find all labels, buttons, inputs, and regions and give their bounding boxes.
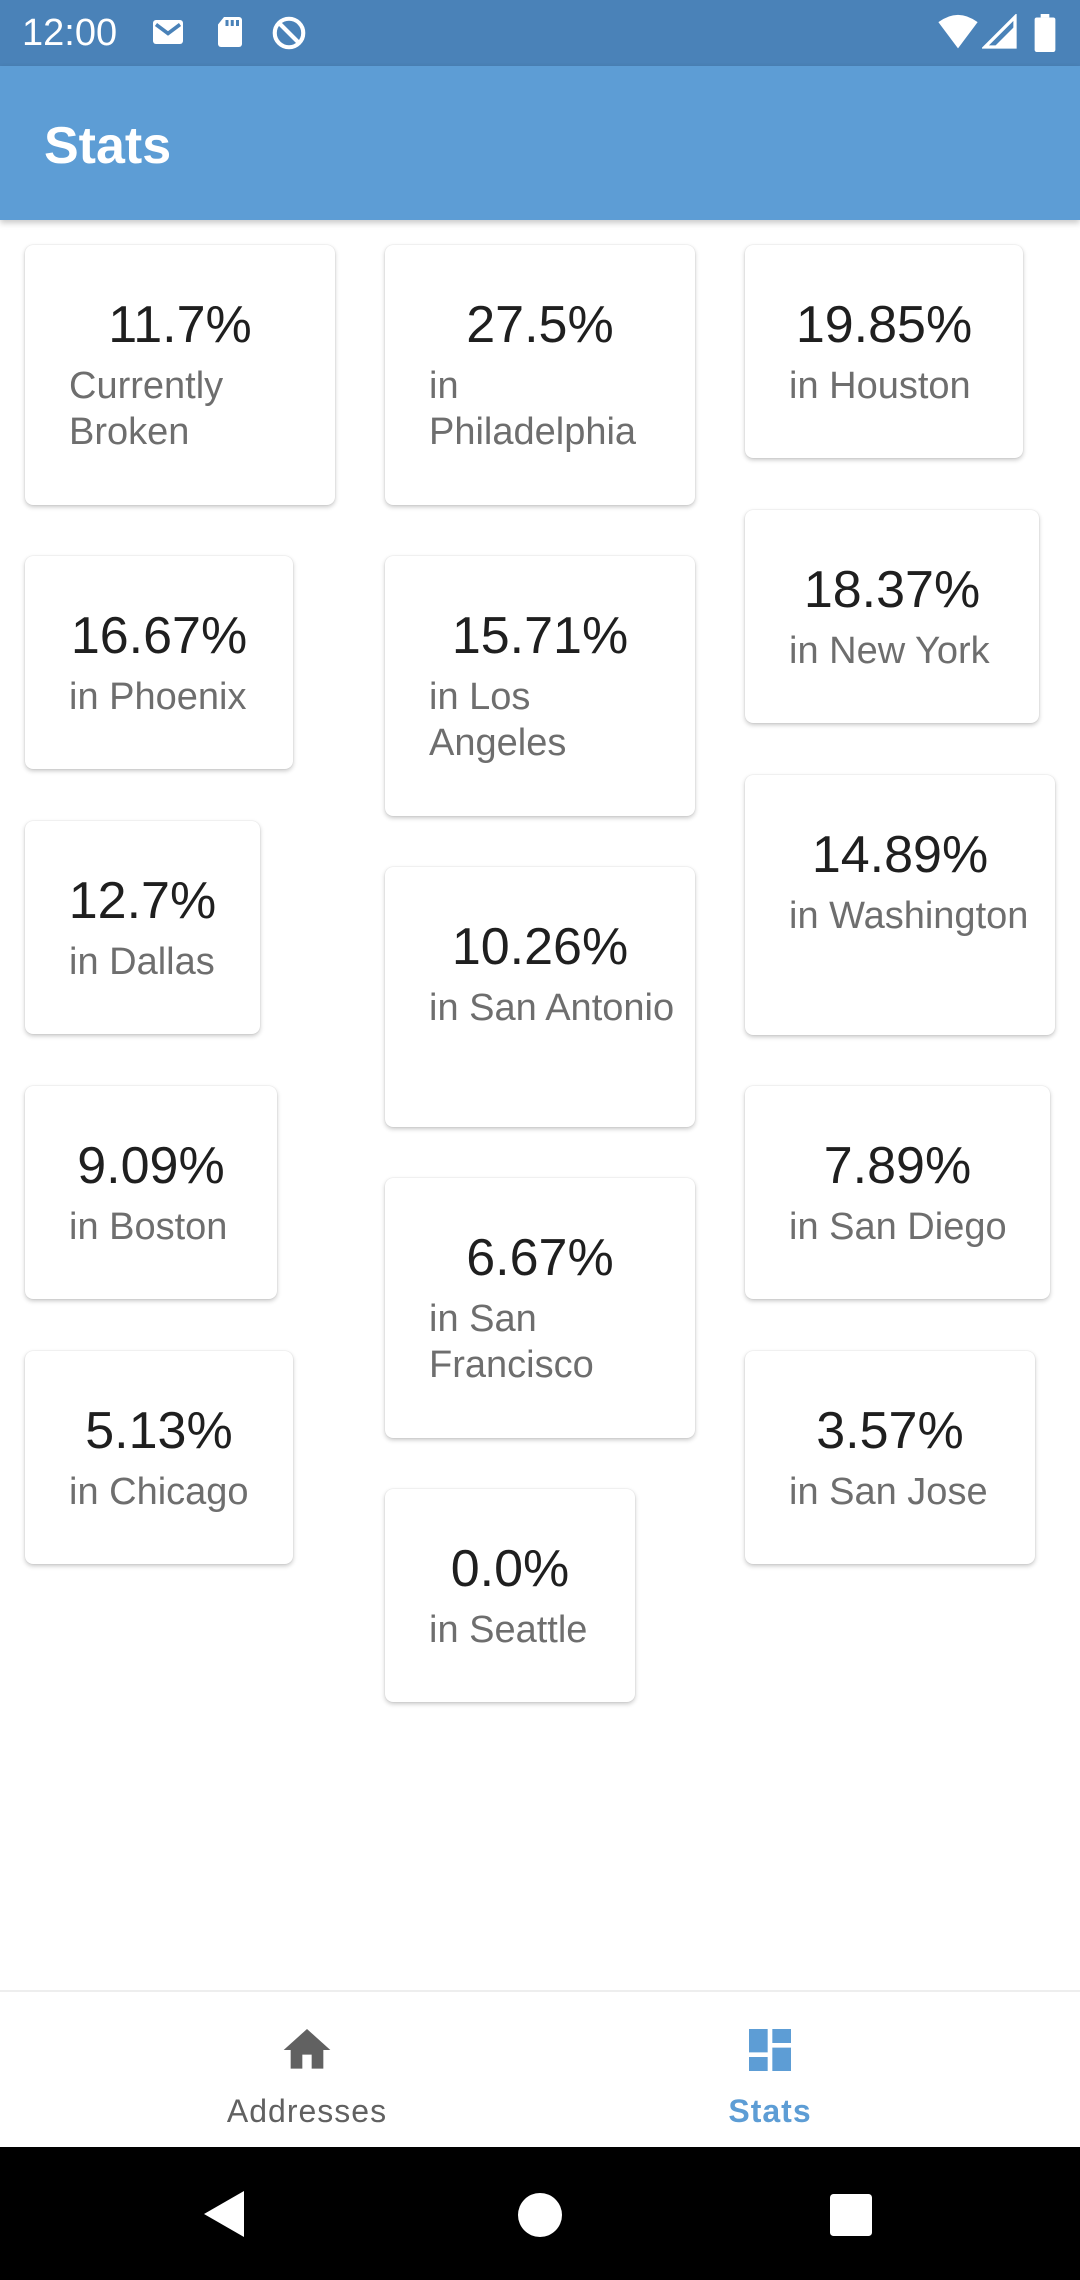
app-bar: Stats xyxy=(0,66,1080,220)
stat-card-houston: 19.85% in Houston xyxy=(745,245,1023,458)
stat-value: 3.57% xyxy=(816,1402,964,1460)
stat-label: in Washington xyxy=(789,895,1029,937)
data-saver-icon xyxy=(270,14,308,57)
nav-label-stats: Stats xyxy=(728,2093,812,2129)
home-icon xyxy=(37,2022,577,2083)
stat-card-chicago: 5.13% in Chicago xyxy=(25,1351,293,1564)
bottom-nav: Addresses Stats xyxy=(0,1990,1080,2149)
nav-item-stats[interactable]: Stats xyxy=(500,1992,1040,2149)
stat-label: in San Diego xyxy=(789,1206,1007,1248)
cell-signal-icon xyxy=(981,13,1018,55)
stat-card-san-francisco: 6.67% in San Francisco xyxy=(385,1178,695,1438)
system-nav-bar xyxy=(0,2147,1080,2280)
stat-card-dallas: 12.7% in Dallas xyxy=(25,821,260,1034)
nav-item-addresses[interactable]: Addresses xyxy=(37,1992,577,2149)
battery-icon xyxy=(1034,14,1056,57)
stat-label: in San Jose xyxy=(789,1471,988,1513)
stat-card-san-antonio: 10.26% in San Antonio xyxy=(385,867,695,1127)
back-icon[interactable] xyxy=(200,2189,248,2244)
stat-card-washington: 14.89% in Washington xyxy=(745,775,1055,1035)
status-bar: 12:00 xyxy=(0,0,1080,66)
stat-label: in Seattle xyxy=(429,1609,588,1651)
stat-card-seattle: 0.0% in Seattle xyxy=(385,1489,635,1702)
stat-label: in San Antonio xyxy=(429,987,675,1029)
stat-label: in Boston xyxy=(69,1206,228,1248)
stat-value: 15.71% xyxy=(451,607,629,665)
stat-label: in Houston xyxy=(789,365,971,407)
home-circle-icon[interactable] xyxy=(518,2193,562,2242)
stat-card-phoenix: 16.67% in Phoenix xyxy=(25,556,293,769)
stat-value: 5.13% xyxy=(85,1402,233,1460)
nav-label-addresses: Addresses xyxy=(226,2093,388,2129)
stat-label: in Philadelphia xyxy=(429,365,637,453)
stat-label: in Dallas xyxy=(69,941,215,983)
stat-card-currently-broken: 11.7% Currently Broken xyxy=(25,245,335,505)
sd-card-icon xyxy=(212,14,248,55)
stat-value: 9.09% xyxy=(77,1137,225,1195)
stat-label: in Chicago xyxy=(69,1471,249,1513)
stat-value: 14.89% xyxy=(811,826,989,884)
stat-value: 18.37% xyxy=(803,561,981,619)
stat-card-boston: 9.09% in Boston xyxy=(25,1086,277,1299)
stat-card-los-angeles: 15.71% in Los Angeles xyxy=(385,556,695,816)
stat-value: 19.85% xyxy=(795,296,973,354)
page-title: Stats xyxy=(44,117,172,175)
gmail-icon xyxy=(150,14,186,55)
stat-value: 11.7% xyxy=(108,296,252,354)
recents-icon[interactable] xyxy=(830,2194,872,2241)
stat-value: 27.5% xyxy=(466,296,614,354)
stat-label: Currently Broken xyxy=(69,365,224,453)
dashboard-icon xyxy=(500,2022,1040,2083)
stat-label: in Phoenix xyxy=(69,676,247,718)
stat-value: 0.0% xyxy=(450,1540,570,1598)
stat-card-san-jose: 3.57% in San Jose xyxy=(745,1351,1035,1564)
wifi-icon xyxy=(938,14,978,55)
stat-label: in San Francisco xyxy=(429,1298,594,1386)
stat-label: in New York xyxy=(789,630,990,672)
stat-value: 10.26% xyxy=(451,918,629,976)
status-time: 12:00 xyxy=(22,12,118,54)
stat-card-new-york: 18.37% in New York xyxy=(745,510,1039,723)
stat-value: 7.89% xyxy=(823,1137,972,1195)
stat-card-philadelphia: 27.5% in Philadelphia xyxy=(385,245,695,505)
stat-value: 12.7% xyxy=(68,872,217,930)
stat-value: 6.67% xyxy=(466,1229,614,1287)
stat-card-san-diego: 7.89% in San Diego xyxy=(745,1086,1050,1299)
stat-label: in Los Angeles xyxy=(429,676,567,764)
stat-value: 16.67% xyxy=(70,607,248,665)
